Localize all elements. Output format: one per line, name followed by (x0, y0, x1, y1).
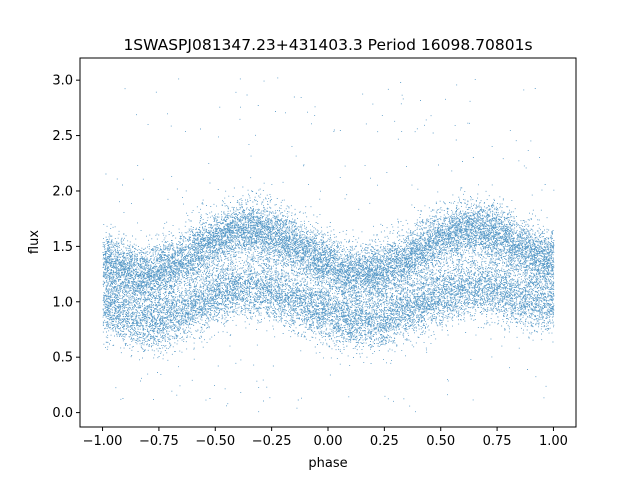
x-axis: −1.00 −0.75 −0.50 −0.25 0.00 0.25 0.50 0.75 1.00 (83, 427, 568, 449)
y-tick-label: 0.5 (52, 351, 73, 366)
x-tick-label: −0.50 (195, 434, 235, 449)
y-axis-label: flux (27, 230, 42, 254)
y-tick-label: 1.0 (52, 295, 73, 310)
x-tick-label: 0.00 (314, 434, 343, 449)
y-tick-label: 2.5 (52, 129, 73, 144)
x-axis-label: phase (308, 456, 347, 471)
chart-title: 1SWASPJ081347.23+431403.3 Period 16098.7… (123, 36, 532, 54)
y-tick-label: 3.0 (52, 74, 73, 89)
x-tick-label: −1.00 (83, 434, 123, 449)
x-tick-label: −0.75 (139, 434, 179, 449)
x-tick-label: 0.50 (426, 434, 455, 449)
scatter-points (102, 77, 555, 413)
x-tick-label: 0.75 (483, 434, 512, 449)
y-tick-label: 2.0 (52, 184, 73, 199)
y-tick-label: 0.0 (52, 406, 73, 421)
x-tick-label: −0.25 (252, 434, 292, 449)
data-points (102, 77, 555, 413)
x-tick-label: 1.00 (539, 434, 568, 449)
y-tick-label: 1.5 (52, 240, 73, 255)
y-axis: 0.0 0.5 1.0 1.5 2.0 2.5 3.0 (52, 74, 80, 421)
x-tick-label: 0.25 (370, 434, 399, 449)
